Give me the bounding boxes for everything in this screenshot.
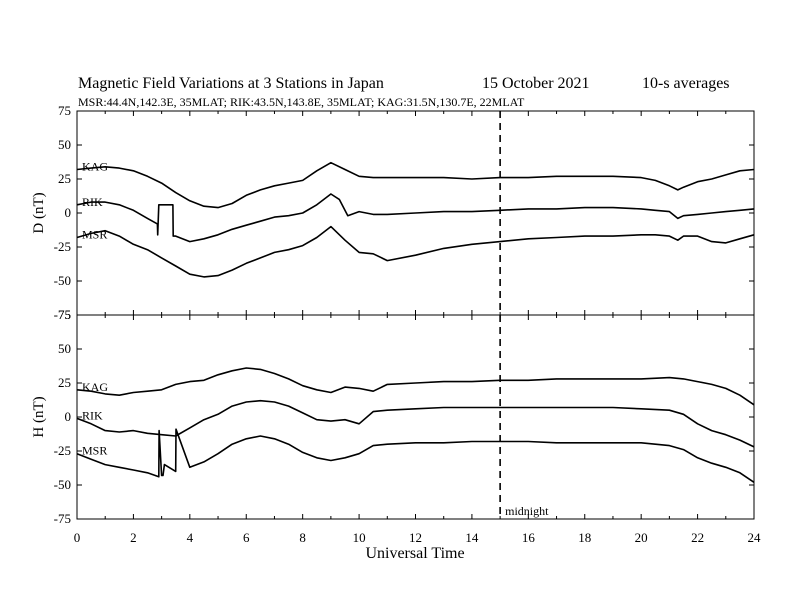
x-tick-label: 8 <box>299 530 306 545</box>
y-tick-label: -75 <box>54 307 71 322</box>
series-label-msr: MSR <box>82 228 107 242</box>
y-tick-label: 75 <box>58 307 71 322</box>
chart-marks: 0 2 4 6 8 10 12 14 16 18 20 22 24midnight7550250-25-… <box>54 103 761 545</box>
y-tick-label: -75 <box>54 511 71 526</box>
x-tick-label: 4 <box>187 530 194 545</box>
chart-averaging: 10-s averages <box>642 75 730 92</box>
y-tick-label: 0 <box>65 205 72 220</box>
y-tick-label: 25 <box>58 375 71 390</box>
panel-h-ylabel: H (nT) <box>31 396 47 437</box>
y-tick-label: -50 <box>54 477 71 492</box>
x-tick-label: 10 <box>353 530 366 545</box>
x-tick-label: 18 <box>578 530 591 545</box>
x-tick-label: 2 <box>130 530 137 545</box>
series-label-rik: RIK <box>82 195 103 209</box>
x-tick-label: 16 <box>522 530 536 545</box>
midnight-label: midnight <box>505 504 549 518</box>
y-tick-label: 50 <box>58 341 71 356</box>
series-line-h-kag <box>76 367 755 406</box>
series-label-kag: KAG <box>82 160 108 174</box>
y-tick-label: 25 <box>58 171 71 186</box>
y-tick-label: -50 <box>54 273 71 288</box>
series-line-d-rik <box>76 193 755 243</box>
x-tick-label: 12 <box>409 530 422 545</box>
chart-title: Magnetic Field Variations at 3 Stations … <box>78 75 384 92</box>
y-tick-label: 75 <box>58 103 71 118</box>
series-line-d-kag <box>76 161 755 209</box>
series-line-h-rik <box>76 399 755 448</box>
series-label-kag: KAG <box>82 380 108 394</box>
y-tick-label: -25 <box>54 239 71 254</box>
series-line-d-msr <box>76 225 755 278</box>
stations-info: MSR:44.4N,142.3E, 35MLAT; RIK:43.5N,143.… <box>78 95 525 109</box>
y-tick-label: -25 <box>54 443 71 458</box>
x-tick-label: 24 <box>748 530 762 545</box>
x-tick-label: 0 <box>74 530 81 545</box>
x-tick-label: 20 <box>635 530 648 545</box>
x-tick-label: 6 <box>243 530 250 545</box>
x-axis-title: Universal Time <box>365 545 464 562</box>
chart-date: 15 October 2021 <box>482 75 590 92</box>
series-label-rik: RIK <box>82 408 103 422</box>
series-line-h-msr <box>76 428 755 483</box>
panel-h-frame <box>76 314 755 520</box>
x-tick-label: 22 <box>691 530 704 545</box>
series-label-msr: MSR <box>82 444 107 458</box>
y-tick-label: 50 <box>58 137 71 152</box>
y-tick-label: 0 <box>65 409 72 424</box>
panel-d-ylabel: D (nT) <box>31 192 47 233</box>
x-tick-label: 14 <box>465 530 479 545</box>
